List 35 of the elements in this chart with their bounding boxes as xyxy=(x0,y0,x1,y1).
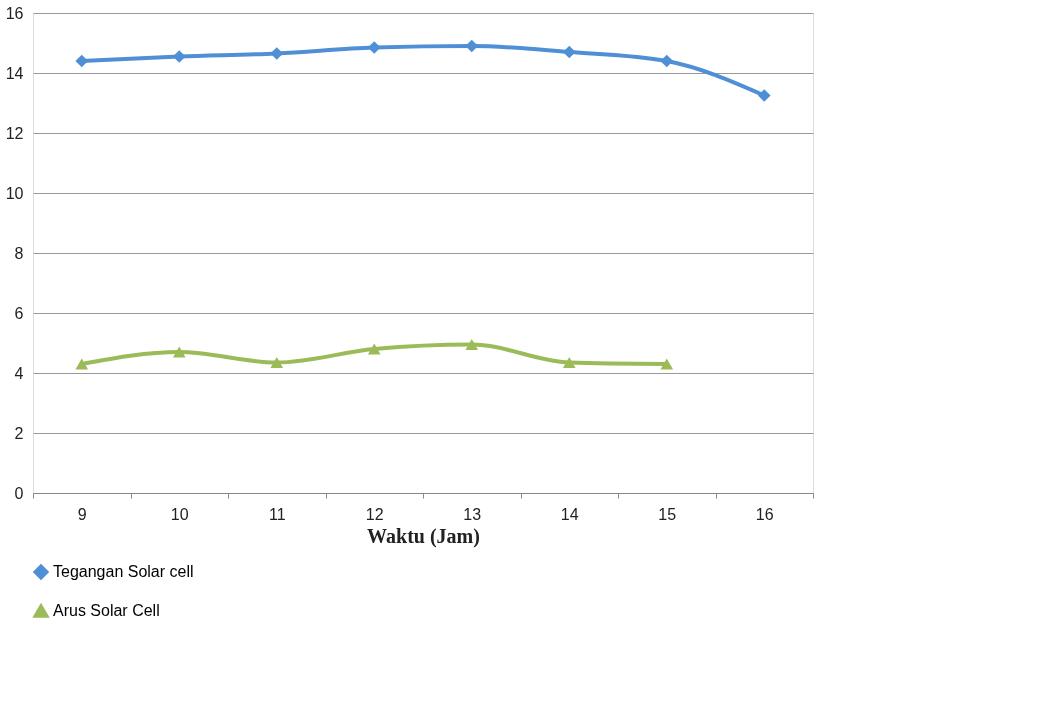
point xyxy=(367,343,381,355)
y-tick-label: 16 xyxy=(5,4,24,22)
y-tick-label: 2 xyxy=(14,424,24,442)
point xyxy=(465,39,479,53)
y-tick-label: 14 xyxy=(5,64,24,82)
point xyxy=(367,41,381,54)
point xyxy=(75,54,89,68)
y-tick-label: 8 xyxy=(14,244,24,262)
y-tick-label: 10 xyxy=(5,184,24,202)
point xyxy=(562,45,576,59)
point xyxy=(562,357,576,368)
x-tick-label: 10 xyxy=(170,505,189,523)
point xyxy=(270,47,284,60)
y-tick-label: 6 xyxy=(14,304,24,322)
point xyxy=(270,357,284,368)
point xyxy=(172,346,186,358)
legend-label: Arus Solar Cell xyxy=(53,602,160,619)
y-tick-label: 12 xyxy=(5,124,24,142)
x-tick-label: 16 xyxy=(755,505,774,523)
y-tick-label: 0 xyxy=(14,484,24,502)
x-tick-label: 13 xyxy=(463,505,482,523)
point xyxy=(465,339,479,350)
point xyxy=(757,89,771,102)
x-axis-title: Waktu (Jam) xyxy=(367,524,480,548)
x-tick-label: 14 xyxy=(560,505,579,523)
point xyxy=(75,358,89,370)
x-tick-label: 12 xyxy=(365,505,384,523)
point xyxy=(172,50,186,63)
x-tick-label: 11 xyxy=(268,505,286,523)
point xyxy=(660,358,674,370)
y-tick-label: 4 xyxy=(14,364,24,382)
point xyxy=(660,54,674,68)
x-tick-label: 9 xyxy=(77,505,87,523)
legend-label: Tegangan Solar cell xyxy=(53,563,194,580)
x-tick-label: 15 xyxy=(658,505,677,523)
